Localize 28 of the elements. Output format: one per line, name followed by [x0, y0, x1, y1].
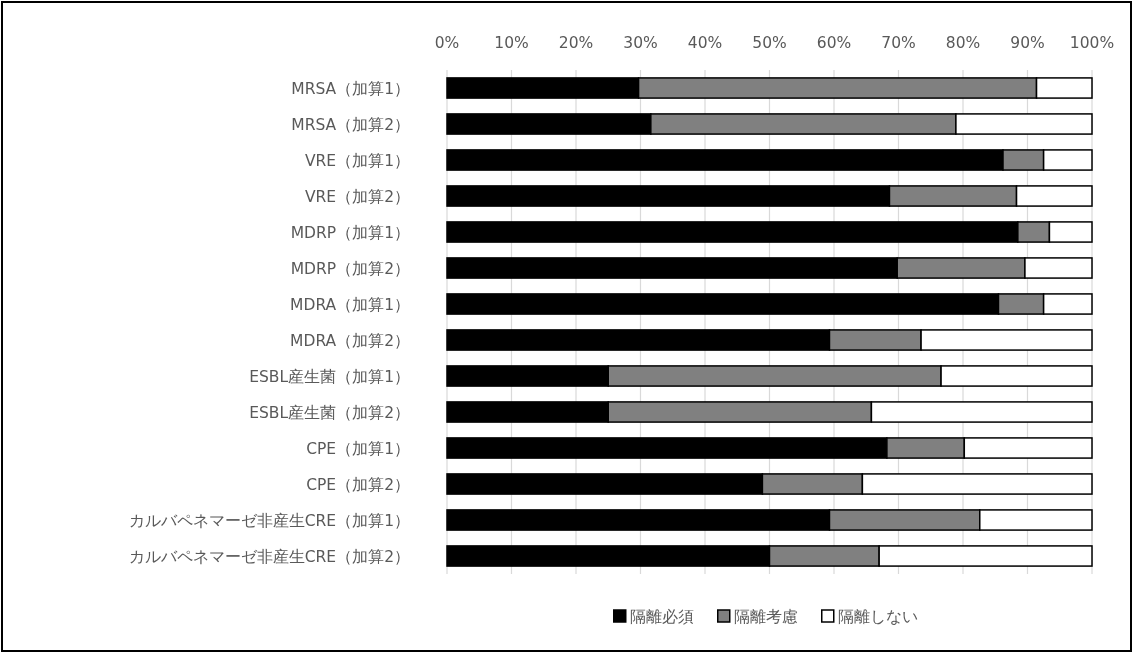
- x-tick-label: 50%: [752, 34, 787, 52]
- x-tick-label: 20%: [558, 34, 594, 52]
- y-tick-label: VRE（加算1）: [304, 152, 410, 170]
- y-tick-label: ESBL産生菌（加算1）: [249, 368, 410, 386]
- legend-label: 隔離必須: [629, 607, 694, 626]
- legend-label: 隔離しない: [837, 607, 918, 626]
- y-tick-label: MRSA（加算1）: [291, 80, 410, 98]
- x-tick-label: 90%: [1010, 34, 1045, 52]
- y-tick-label: MDRA（加算2）: [290, 332, 410, 350]
- x-tick-label: 100%: [1069, 34, 1115, 52]
- y-tick-label: CPE（加算1）: [306, 440, 410, 458]
- y-tick-label: MDRA（加算1）: [290, 296, 410, 314]
- y-tick-label: CPE（加算2）: [306, 476, 410, 494]
- y-tick-label: ESBL産生菌（加算2）: [249, 404, 410, 422]
- y-tick-label: MDRP（加算2）: [290, 260, 410, 278]
- x-tick-label: 60%: [816, 34, 852, 52]
- x-tick-label: 70%: [881, 34, 916, 52]
- y-tick-label: カルバペネマーゼ非産生CRE（加算1）: [128, 512, 410, 530]
- x-tick-label: 40%: [687, 34, 723, 52]
- x-tick-label: 10%: [494, 34, 529, 52]
- y-tick-label: VRE（加算2）: [304, 188, 410, 206]
- x-tick-label: 80%: [945, 34, 981, 52]
- x-tick-label: 0%: [434, 34, 460, 52]
- legend-label: 隔離考慮: [733, 607, 798, 626]
- x-tick-label: 30%: [623, 34, 658, 52]
- y-tick-label: MDRP（加算1）: [290, 224, 410, 242]
- y-tick-label: MRSA（加算2）: [291, 116, 410, 134]
- y-tick-label: カルバペネマーゼ非産生CRE（加算2）: [128, 548, 410, 566]
